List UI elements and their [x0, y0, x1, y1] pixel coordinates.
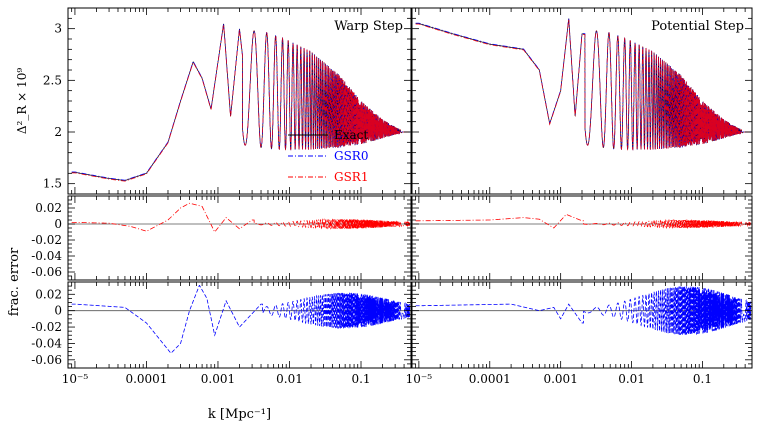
- panel-title-potential-step: Potential Step: [651, 19, 744, 34]
- x-tick-label: 10⁻⁵: [62, 372, 89, 386]
- y-tick-label: -0.04: [31, 336, 62, 350]
- x-tick-label: 0.01: [618, 372, 645, 386]
- label-layer: 10⁻⁵ 0.0001 0.001 0.01 0.1 10⁻⁵ 0.0001 0.001 0.0…: [7, 19, 744, 422]
- legend-label: GSR1: [334, 170, 368, 184]
- y-tick-label: 0: [54, 217, 62, 231]
- y-axis-label-frac-error: frac. error: [7, 247, 22, 316]
- series-gsr0-potential-residual: [415, 286, 752, 336]
- y-axis-label-power: Δ²_R × 10⁹: [15, 68, 29, 134]
- x-tick-label: 0.01: [276, 372, 303, 386]
- y-tick-label: -0.04: [31, 249, 62, 263]
- series-gsr1-potential-residual: [415, 213, 752, 230]
- y-tick-label: -0.06: [31, 265, 62, 279]
- x-tick-label: 0.001: [201, 372, 235, 386]
- series-gsr1-warp-residual: [71, 202, 411, 233]
- x-tick-label: 0.1: [693, 372, 712, 386]
- y-tick-label: -0.02: [31, 233, 62, 247]
- x-tick-label: 0.0001: [469, 372, 511, 386]
- y-tick-label: 0: [54, 304, 62, 318]
- y-tick-label: 2.5: [43, 73, 62, 87]
- series-gsr0-warp-residual: [71, 284, 411, 354]
- x-tick-label: 0.1: [351, 372, 370, 386]
- x-axis-label: k [Mpc⁻¹]: [208, 407, 271, 422]
- panel-bottom-left: [67, 281, 412, 369]
- panel-title-warp-step: Warp Step: [334, 19, 403, 34]
- plot-layer: [68, 18, 752, 354]
- y-tick-label: 2: [54, 125, 62, 139]
- x-tick-label: 10⁻⁵: [406, 372, 433, 386]
- y-tick-label: 0.02: [35, 287, 62, 301]
- y-tick-label: -0.06: [31, 353, 62, 367]
- y-tick-label: 0.02: [35, 201, 62, 215]
- legend: Exact GSR0 GSR1: [288, 128, 368, 184]
- panel-top-left: [67, 7, 412, 195]
- panel-middle-left: [67, 195, 412, 281]
- x-tick-label: 0.0001: [125, 372, 167, 386]
- series-gsr1-line: [71, 24, 410, 182]
- tick-layer: [67, 8, 753, 369]
- panel-middle-right: [411, 195, 753, 281]
- y-tick-label: -0.02: [31, 320, 62, 334]
- y-tick-label: 1.5: [43, 177, 62, 191]
- y-tick-label: 3: [54, 22, 62, 36]
- legend-label: Exact: [334, 128, 368, 142]
- legend-label: GSR0: [334, 149, 368, 163]
- series-gsr1-line: [415, 19, 751, 151]
- x-tick-label: 0.001: [543, 372, 577, 386]
